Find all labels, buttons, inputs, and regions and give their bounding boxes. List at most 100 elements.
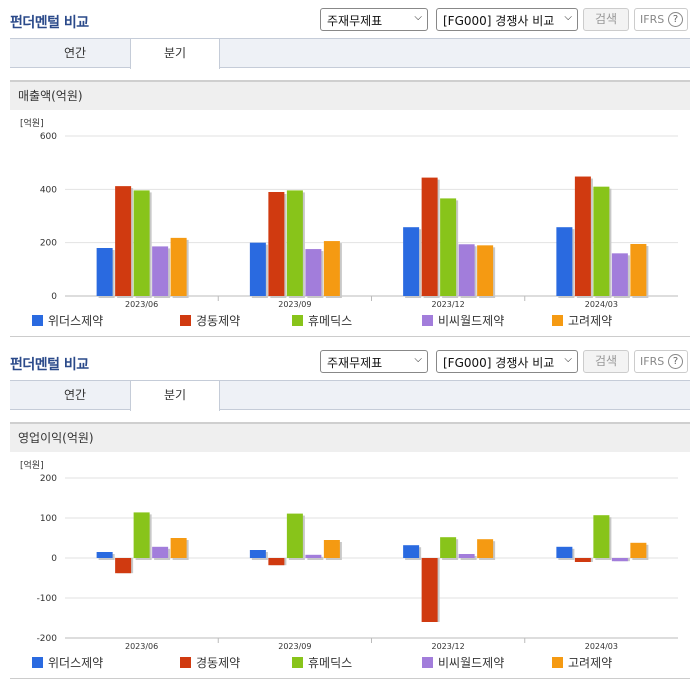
search-button[interactable]: 검색 [583, 8, 629, 31]
bar [268, 558, 285, 566]
legend-item[interactable]: 고려제약 [552, 312, 612, 330]
y-axis-unit-label: [억원] [20, 459, 44, 471]
comparison-group-select[interactable]: [FG000] 경쟁사 비교 ⌵ [436, 350, 578, 373]
help-icon: ? [668, 354, 683, 369]
divider [10, 678, 690, 679]
legend-item[interactable]: 경동제약 [180, 312, 240, 330]
legend-label: 비씨월드제약 [438, 656, 505, 670]
chevron-down-icon: ⌵ [414, 12, 422, 23]
legend-item[interactable]: 휴메딕스 [292, 312, 352, 330]
legend-label: 고려제약 [568, 314, 613, 328]
tab-annual[interactable]: 연간 [63, 46, 87, 60]
bar [593, 186, 610, 296]
operating-profit-chart-svg: [억원] -200 -100 0 100 200 2023/06 2023/09 2023/12… [20, 459, 678, 651]
revenue-chart-svg: [억원] 0 200 400 600 2023/06 2023/09 2023/12 2024/… [20, 117, 678, 309]
legend-item[interactable]: 위더스제약 [32, 312, 103, 330]
legend-swatch [552, 315, 563, 326]
legend-label: 휴메딕스 [308, 314, 353, 328]
legend-label: 경동제약 [196, 314, 241, 328]
chart-subheader: 매출액(억원) [10, 80, 690, 110]
search-button[interactable]: 검색 [583, 350, 629, 373]
statement-type-select[interactable]: 주재무제표 ⌵ [320, 350, 428, 373]
legend-swatch [292, 657, 303, 668]
legend-label: 비씨월드제약 [438, 314, 505, 328]
y-tick-label: 200 [40, 474, 57, 484]
bar [556, 227, 573, 296]
legend-label: 위더스제약 [48, 656, 104, 670]
legend-item[interactable]: 비씨월드제약 [422, 654, 504, 672]
comparison-group-value: [FG000] 경쟁사 비교 [443, 356, 555, 370]
y-tick-label: 0 [51, 554, 57, 564]
bar [556, 546, 573, 558]
legend-swatch [292, 315, 303, 326]
x-tick-label: 2023/09 [278, 642, 311, 650]
bar [440, 537, 457, 558]
help-icon: ? [668, 12, 683, 27]
x-tick-label: 2023/12 [432, 642, 465, 650]
bar [133, 190, 150, 296]
section-title: 펀더멘털 비교 [10, 357, 89, 373]
ifrs-button[interactable]: IFRS ? [634, 350, 688, 373]
bar [152, 246, 169, 296]
ifrs-button[interactable]: IFRS ? [634, 8, 688, 31]
bar [440, 198, 457, 296]
statement-type-select[interactable]: 주재무제표 ⌵ [320, 8, 428, 31]
x-tick-label: 2024/03 [585, 642, 618, 650]
fundamental-section-2: 펀더멘털 비교 주재무제표 ⌵ [FG000] 경쟁사 비교 ⌵ 검색 IFRS… [0, 342, 696, 679]
y-tick-label: 600 [40, 132, 57, 142]
divider [10, 336, 690, 337]
bar [152, 546, 169, 558]
legend-label: 고려제약 [568, 656, 613, 670]
tab-quarterly[interactable]: 분기 [130, 381, 220, 411]
operating-profit-legend: 위더스제약 경동제약 휴메딕스 비씨월드제약 고려제약 [10, 654, 690, 674]
legend-swatch [552, 657, 563, 668]
legend-item[interactable]: 고려제약 [552, 654, 612, 672]
legend-swatch [32, 657, 43, 668]
bar [403, 227, 420, 296]
bar [403, 545, 420, 558]
tab-quarterly[interactable]: 분기 [130, 39, 220, 69]
bar [305, 249, 322, 296]
comparison-group-value: [FG000] 경쟁사 비교 [443, 14, 555, 28]
bar-shadow [307, 556, 324, 560]
bar [286, 513, 303, 558]
section-header: 펀더멘털 비교 주재무제표 ⌵ [FG000] 경쟁사 비교 ⌵ 검색 IFRS… [0, 0, 696, 36]
section-title: 펀더멘털 비교 [10, 15, 89, 31]
bar [630, 244, 647, 296]
period-tabs: 연간 분기 [10, 38, 690, 69]
chart-subheader: 영업이익(억원) [10, 422, 690, 452]
bar [574, 176, 591, 296]
legend-label: 휴메딕스 [308, 656, 353, 670]
legend-item[interactable]: 비씨월드제약 [422, 312, 504, 330]
bar [96, 552, 113, 558]
y-tick-label: 200 [40, 239, 57, 249]
fundamental-section-1: 펀더멘털 비교 주재무제표 ⌵ [FG000] 경쟁사 비교 ⌵ 검색 IFRS… [0, 0, 696, 337]
bar [477, 539, 494, 558]
bar [286, 190, 303, 296]
bar [630, 542, 647, 558]
legend-item[interactable]: 경동제약 [180, 654, 240, 672]
legend-swatch [32, 315, 43, 326]
bar [611, 253, 628, 296]
ifrs-label: IFRS [640, 355, 665, 368]
bar [323, 540, 340, 558]
bar [421, 177, 438, 296]
legend-label: 위더스제약 [48, 314, 104, 328]
bar [170, 237, 187, 296]
ifrs-label: IFRS [640, 13, 665, 26]
legend-item[interactable]: 위더스제약 [32, 654, 103, 672]
legend-item[interactable]: 휴메딕스 [292, 654, 352, 672]
bar [305, 554, 322, 558]
bar [249, 242, 266, 296]
legend-label: 경동제약 [196, 656, 241, 670]
x-tick-label: 2023/12 [432, 300, 465, 308]
tab-annual[interactable]: 연간 [63, 388, 87, 402]
bar [133, 512, 150, 558]
x-tick-label: 2024/03 [585, 300, 618, 308]
bar [170, 538, 187, 558]
bar [115, 186, 132, 296]
comparison-group-select[interactable]: [FG000] 경쟁사 비교 ⌵ [436, 8, 578, 31]
legend-swatch [422, 657, 433, 668]
bar [574, 558, 591, 562]
bar [477, 245, 494, 296]
